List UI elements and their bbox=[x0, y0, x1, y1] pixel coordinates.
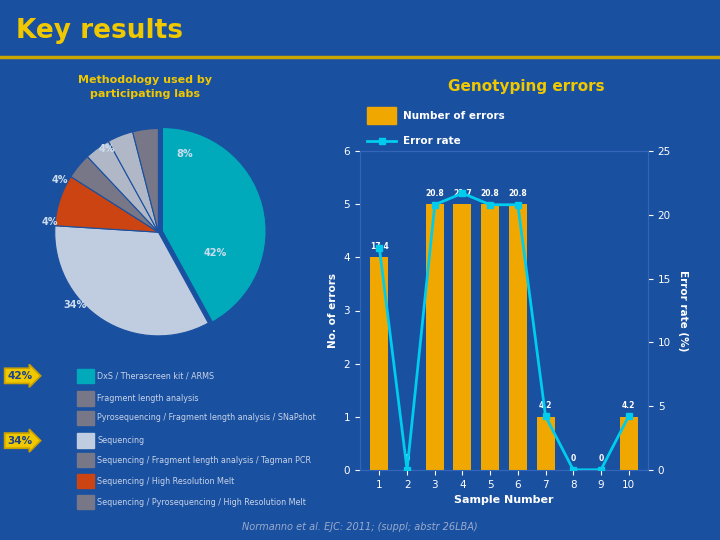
Text: 34%: 34% bbox=[64, 300, 87, 310]
Bar bbox=[426, 204, 444, 470]
Text: 34%: 34% bbox=[7, 436, 32, 446]
Bar bbox=[77, 474, 94, 488]
Text: 0: 0 bbox=[598, 455, 603, 463]
Bar bbox=[370, 258, 388, 470]
Text: Fragment length analysis: Fragment length analysis bbox=[97, 394, 199, 403]
Text: 4.2: 4.2 bbox=[622, 401, 635, 410]
Bar bbox=[77, 433, 94, 448]
Wedge shape bbox=[87, 141, 158, 232]
Bar bbox=[481, 204, 499, 470]
Text: 8%: 8% bbox=[176, 150, 193, 159]
Text: 0: 0 bbox=[405, 455, 410, 463]
Text: Sequencing / Fragment length analysis / Tagman PCR: Sequencing / Fragment length analysis / … bbox=[97, 456, 312, 464]
Text: Methodology used by
participating labs: Methodology used by participating labs bbox=[78, 75, 212, 98]
Text: Error rate: Error rate bbox=[403, 136, 461, 145]
Text: Pyrosequencing / Fragment length analysis / SNaPshot: Pyrosequencing / Fragment length analysi… bbox=[97, 414, 316, 422]
Bar bbox=[77, 391, 94, 406]
Bar bbox=[509, 204, 527, 470]
Text: Number of errors: Number of errors bbox=[403, 111, 505, 121]
Text: Sequencing: Sequencing bbox=[97, 436, 145, 445]
Y-axis label: Error rate (%): Error rate (%) bbox=[678, 270, 688, 351]
Text: 21.7: 21.7 bbox=[453, 189, 472, 198]
Text: 42%: 42% bbox=[7, 371, 32, 381]
Wedge shape bbox=[132, 129, 158, 232]
Bar bbox=[77, 453, 94, 467]
Wedge shape bbox=[55, 226, 208, 336]
Text: 4.2: 4.2 bbox=[539, 401, 552, 410]
Text: 4%: 4% bbox=[41, 217, 58, 227]
Bar bbox=[77, 410, 94, 426]
Text: 0: 0 bbox=[571, 455, 576, 463]
Bar bbox=[367, 107, 396, 125]
Text: 42%: 42% bbox=[204, 248, 227, 258]
Text: Normanno et al. EJC: 2011; (suppl; abstr 26LBA): Normanno et al. EJC: 2011; (suppl; abstr… bbox=[242, 522, 478, 531]
Text: 4%: 4% bbox=[52, 176, 68, 185]
Bar bbox=[454, 204, 472, 470]
Y-axis label: No. of errors: No. of errors bbox=[328, 273, 338, 348]
Text: Key results: Key results bbox=[16, 18, 183, 44]
Text: 4%: 4% bbox=[99, 144, 114, 154]
Bar bbox=[77, 369, 94, 383]
Wedge shape bbox=[109, 132, 158, 232]
X-axis label: Sample Number: Sample Number bbox=[454, 495, 554, 505]
Text: DxS / Therascreen kit / ARMS: DxS / Therascreen kit / ARMS bbox=[97, 372, 215, 380]
Text: 17.4: 17.4 bbox=[370, 242, 389, 251]
Wedge shape bbox=[163, 127, 266, 322]
Bar bbox=[536, 417, 554, 470]
Text: Sequencing / High Resolution Melt: Sequencing / High Resolution Melt bbox=[97, 477, 235, 485]
Bar bbox=[620, 417, 638, 470]
Wedge shape bbox=[55, 177, 158, 232]
Text: 20.8: 20.8 bbox=[508, 189, 527, 198]
Text: 20.8: 20.8 bbox=[426, 189, 444, 198]
Bar bbox=[77, 495, 94, 510]
Wedge shape bbox=[71, 157, 158, 232]
Text: 20.8: 20.8 bbox=[481, 189, 500, 198]
Text: Genotyping errors: Genotyping errors bbox=[448, 79, 605, 94]
Text: Sequencing / Pyrosequencing / High Resolution Melt: Sequencing / Pyrosequencing / High Resol… bbox=[97, 498, 307, 507]
